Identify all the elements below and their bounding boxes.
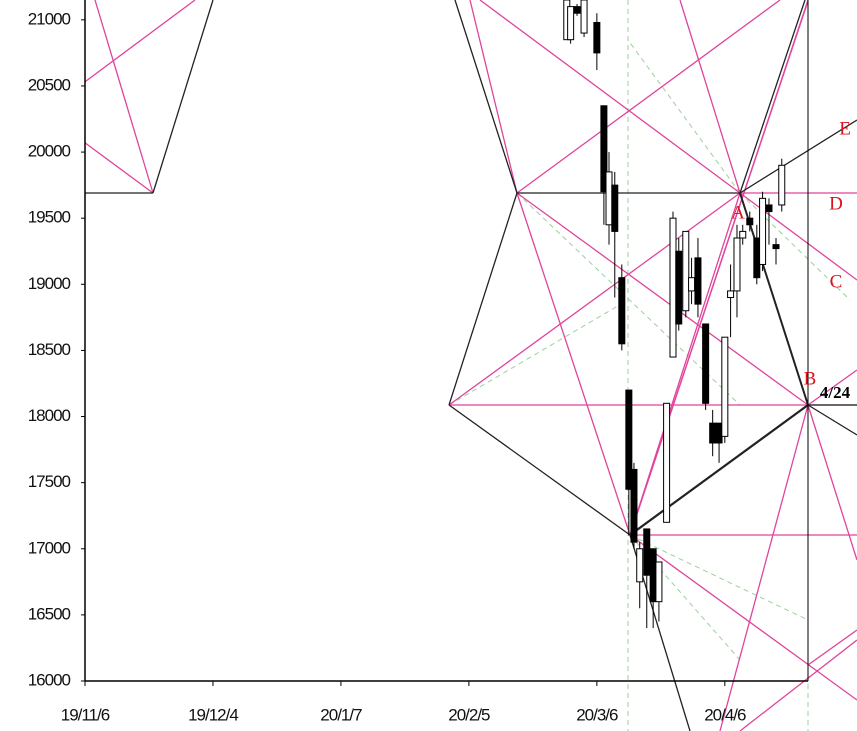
x-tick-label: 20/2/5 [448,705,490,724]
candle-body [655,561,663,603]
candle-body [663,402,671,523]
candle-body [753,237,761,279]
y-tick-label: 20000 [28,142,71,161]
y-tick-label: 17000 [28,538,71,557]
x-tick-label: 19/12/4 [188,705,238,724]
candle-body [618,277,626,345]
candle-body [611,184,619,232]
candle-body [649,548,657,603]
candle-body [630,468,638,543]
candle-body [778,164,786,206]
candle-body [643,528,651,576]
candle-body [636,548,644,583]
y-tick-label: 16500 [28,604,71,623]
y-tick-label: 20500 [28,75,71,94]
annotation: B [804,368,817,389]
x-tick-label: 20/3/6 [576,705,618,724]
x-tick-label: 20/4/6 [704,705,746,724]
y-tick-label: 17500 [28,472,71,491]
candle-body [675,250,683,325]
candle-body [580,0,588,34]
annotation: A [731,202,745,223]
annotation: C [830,271,843,292]
candle-body [688,277,696,292]
candle-body [605,171,613,226]
y-tick-label: 21000 [28,9,71,28]
candle-body [600,105,608,193]
candle-body [567,6,575,41]
y-tick-label: 19000 [28,274,71,293]
candle-body [709,422,717,444]
x-tick-label: 20/1/7 [320,705,362,724]
candle-body [739,230,747,239]
annotation: 4/24 [820,383,851,402]
candle-body [727,290,735,299]
candles [563,0,786,629]
y-tick-label: 18000 [28,406,71,425]
candle-body [746,217,754,226]
annotation: D [829,193,843,214]
candle-body [772,244,780,250]
y-tick-label: 19500 [28,208,71,227]
x-tick-label: 19/11/6 [61,705,110,724]
guide-lines [448,0,851,731]
candle-body [682,230,690,312]
candle-body [669,217,677,358]
candle-body [715,422,723,444]
annotation: E [839,118,851,139]
candle-body [721,336,729,437]
y-tick-label: 16000 [28,670,71,689]
candle-body [702,323,710,404]
candle-body [625,389,633,490]
candle-body [573,6,581,14]
candle-body [765,204,773,213]
candle-body [733,237,741,292]
candle-body [593,21,601,54]
y-tick-label: 18500 [28,340,71,359]
candle-body [694,257,702,305]
candle-body [759,197,767,265]
